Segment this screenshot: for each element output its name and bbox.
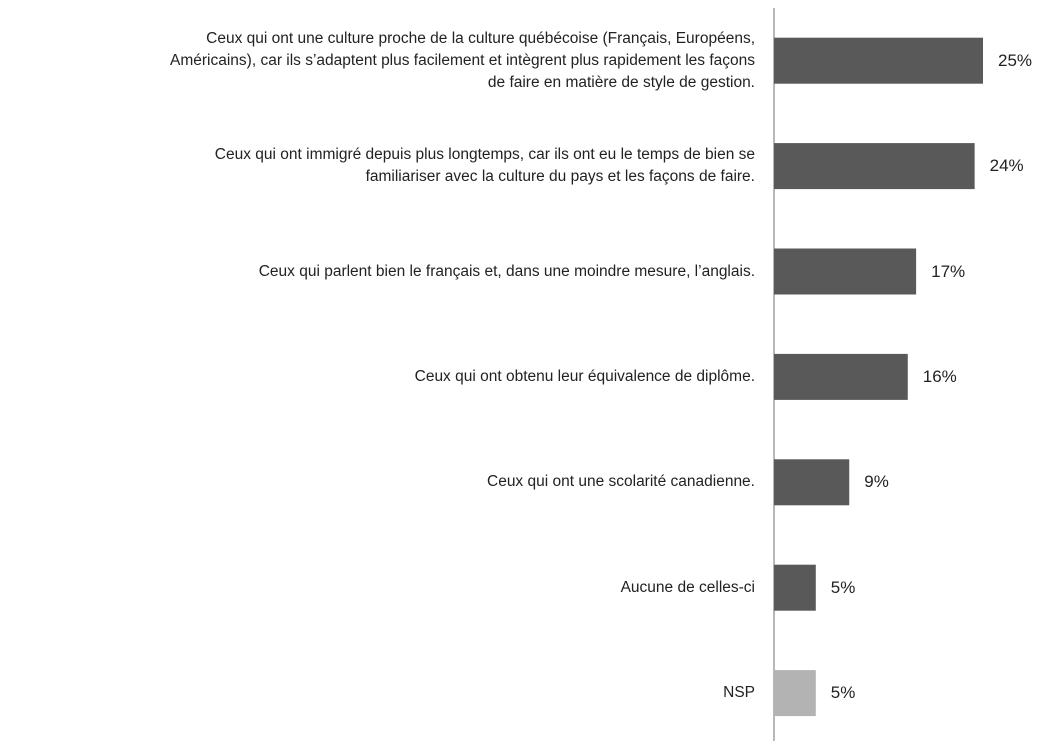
value-label: 9% [864,472,889,492]
bar [774,143,975,190]
value-label: 16% [922,366,957,386]
bar [774,353,908,400]
bar [774,248,917,295]
category-label: NSP [723,684,755,702]
bar [774,564,816,611]
category-label: Ceux qui ont obtenu leur équivalence de … [414,367,755,385]
value-label: 17% [931,261,966,281]
category-label: Ceux qui parlent bien le français et, da… [258,262,755,280]
bar [774,670,816,717]
bar [774,37,983,84]
category-label: Ceux qui ont une scolarité canadienne. [487,473,755,491]
bar [774,459,850,506]
value-label: 5% [830,683,856,703]
category-label: Ceux qui ont une culture proche de la cu… [170,29,755,91]
value-label: 24% [989,156,1024,176]
category-label: Aucune de celles-ci [620,578,755,596]
category-label: Ceux qui ont immigré depuis plus longtem… [214,146,755,186]
value-label: 25% [998,50,1033,70]
value-label: 5% [830,577,856,597]
